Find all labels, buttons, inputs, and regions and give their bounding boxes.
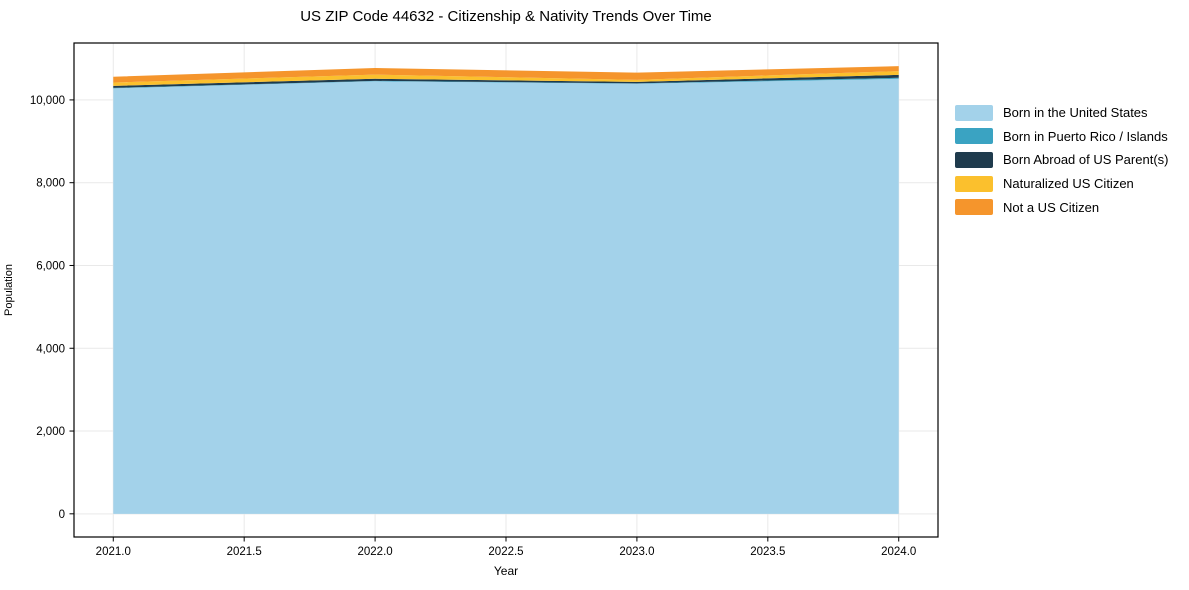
legend-label: Born in Puerto Rico / Islands [1003, 128, 1168, 144]
legend-swatch [955, 199, 993, 216]
legend-swatch [955, 151, 993, 168]
svg-text:6,000: 6,000 [36, 260, 65, 272]
svg-text:2,000: 2,000 [36, 426, 65, 438]
chart-title: US ZIP Code 44632 - Citizenship & Nativi… [300, 8, 712, 25]
svg-text:2022.5: 2022.5 [488, 546, 523, 558]
svg-text:10,000: 10,000 [30, 95, 65, 107]
legend-label: Naturalized US Citizen [1003, 176, 1134, 192]
svg-text:2024.0: 2024.0 [881, 546, 916, 558]
legend-row: Naturalized US Citizen [955, 172, 1168, 196]
legend-label: Not a US Citizen [1003, 199, 1100, 215]
svg-text:2021.0: 2021.0 [96, 546, 131, 558]
legend-row: Not a US Citizen [955, 195, 1168, 219]
svg-text:2022.0: 2022.0 [357, 546, 392, 558]
legend: Born in the United States Born in Puerto… [955, 101, 1168, 219]
svg-text:4,000: 4,000 [36, 343, 65, 355]
svg-text:2023.5: 2023.5 [750, 546, 785, 558]
svg-text:2023.0: 2023.0 [619, 546, 654, 558]
legend-label: Born Abroad of US Parent(s) [1003, 152, 1169, 168]
x-axis-label: Year [493, 564, 519, 578]
svg-text:0: 0 [59, 509, 65, 521]
legend-row: Born Abroad of US Parent(s) [955, 148, 1168, 172]
svg-text:2021.5: 2021.5 [227, 546, 262, 558]
legend-row: Born in Puerto Rico / Islands [955, 125, 1168, 149]
legend-swatch [955, 175, 993, 192]
legend-label: Born in the United States [1003, 105, 1148, 121]
y-axis-label: Population [3, 264, 15, 316]
legend-swatch [955, 128, 993, 145]
legend-row: Born in the United States [955, 101, 1168, 125]
svg-text:8,000: 8,000 [36, 178, 65, 190]
legend-swatch [955, 104, 993, 121]
